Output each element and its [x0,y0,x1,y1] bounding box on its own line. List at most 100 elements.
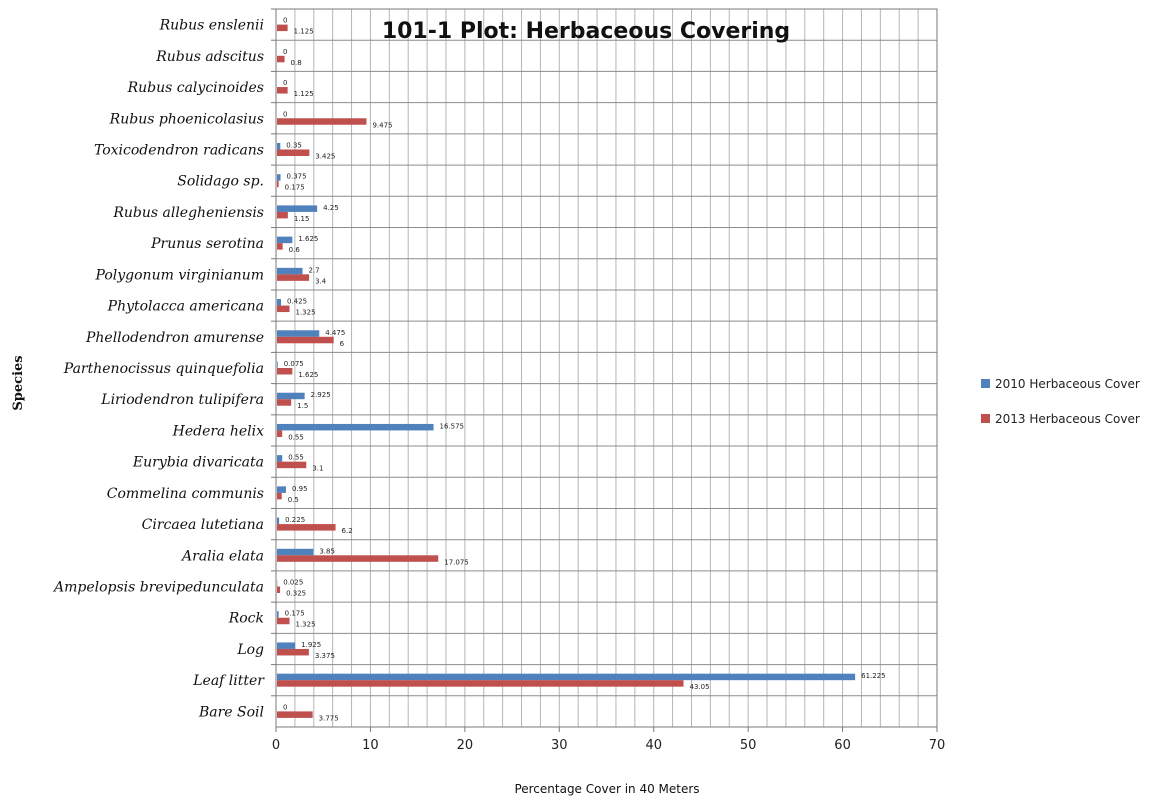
category-label: Phellodendron amurense [85,330,264,346]
data-label-2010: 61.225 [861,672,886,680]
data-label-2013: 3.375 [315,652,335,660]
data-label-2010: 0.175 [285,610,305,618]
data-label-2010: 0.95 [292,485,308,493]
data-label-2010: 0.075 [284,360,304,368]
bar-2013 [277,305,290,313]
category-label: Ampelopsis brevipedunculata [52,580,264,596]
data-label-2013: 1.15 [294,215,310,223]
x-tick-label: 70 [929,738,946,753]
bar-2013 [277,180,279,188]
data-label-2013: 0.55 [288,433,304,441]
bar-2013 [277,274,310,281]
x-tick-label: 20 [457,738,474,753]
category-label: Bare Soil [198,704,264,720]
data-label-2013: 1.125 [294,28,314,36]
bar-2013 [277,648,309,656]
data-label-2013: 0.175 [285,184,305,192]
data-label-2010: 1.625 [298,235,318,243]
data-label-2010: 1.925 [301,641,321,649]
data-label-2013: 1.325 [296,621,316,629]
bar-2010 [277,455,283,462]
bar-2010 [277,174,281,181]
bar-2013 [277,87,288,94]
bar-2010 [277,548,314,556]
bar-2013 [277,243,283,250]
legend-swatch-2013 [981,414,990,423]
data-label-2010: 2.925 [311,391,331,399]
data-label-2013: 0.8 [291,59,302,67]
legend-swatch-2010 [981,379,990,388]
data-label-2013: 0.325 [286,590,306,598]
data-label-2010: 0 [283,17,287,25]
category-label: Leaf litter [192,673,265,689]
chart-title: 101-1 Plot: Herbaceous Covering [382,19,790,44]
bar-2010 [277,642,296,649]
bar-2010 [277,330,320,337]
data-label-2013: 6.2 [342,527,353,535]
x-tick-label: 60 [834,738,851,753]
category-labels: Rubus enslenii Rubus adscitus Rubus calyci… [52,8,276,720]
category-label: Hedera helix [172,423,264,439]
data-label-2013: 6 [340,340,345,348]
bar-2013 [277,430,283,437]
category-label: Phytolacca americana [107,299,264,315]
category-label: Polygonum virginianum [95,267,265,283]
y-axis-title: Species [11,355,26,410]
category-label: Rubus calycinoides [127,80,264,96]
data-label-2010: 0 [283,79,287,87]
bar-2013 [277,118,367,125]
data-label-2010: 4.25 [323,204,339,212]
category-label: Rubus allegheniensis [112,205,264,221]
x-tick-label: 0 [272,738,280,753]
category-label: Rock [228,611,264,627]
data-label-2013: 3.425 [315,152,335,160]
category-label: Commelina communis [107,486,264,502]
legend-label-2010: 2010 Herbaceous Cover [995,377,1140,391]
category-label: Rubus adscitus [155,49,264,65]
bar-2013 [277,492,282,500]
data-label-2010: 0.425 [287,298,307,306]
bar-2013 [277,336,334,344]
category-label: Prunus serotina [150,236,264,252]
x-tick-label: 50 [740,738,757,753]
data-label-2013: 17.075 [444,558,469,566]
data-label-2010: 0.55 [288,454,304,462]
plot-area-border [275,8,938,728]
legend: 2010 Herbaceous Cover 2013 Herbaceous Co… [981,377,1140,426]
bar-2010 [277,205,318,212]
bar-2013 [277,555,439,562]
bar-2013 [277,524,336,531]
bar-2013 [277,461,307,469]
bar-2010 [277,267,303,275]
bar-2013 [277,617,290,625]
data-label-2010: 3.85 [319,547,335,555]
bar-2010 [277,299,282,306]
data-label-2010: 0 [283,48,287,56]
bar-2013 [277,711,313,718]
category-label: Liriodendron tulipifera [100,392,264,408]
category-label: Parthenocissus quinquefolia [63,361,264,377]
bar-2010 [277,517,280,525]
category-label: Eurybia divaricata [132,455,264,471]
data-label-2013: 0.5 [288,496,299,504]
data-label-2013: 3.775 [319,714,339,722]
bar-2013 [277,680,684,687]
data-label-2010: 16.575 [440,422,465,430]
bar-2013 [277,368,293,375]
x-tick-label: 40 [645,738,662,753]
data-label-2013: 1.625 [298,371,318,379]
data-label-2013: 1.5 [297,402,308,410]
bars [277,24,856,718]
data-label-2010: 0.025 [283,579,303,587]
data-label-2013: 1.325 [296,309,316,317]
bar-2013 [277,399,292,406]
data-label-2010: 4.475 [325,329,345,337]
data-label-2013: 43.05 [690,683,710,691]
data-label-2010: 0 [283,110,287,118]
data-label-2010: 0.35 [286,141,302,149]
data-label-2013: 3.1 [312,465,323,473]
legend-label-2013: 2013 Herbaceous Cover [995,412,1140,426]
x-tick-labels: 0 10 20 30 40 50 60 70 [272,727,945,753]
category-label: Aralia elata [180,548,264,564]
